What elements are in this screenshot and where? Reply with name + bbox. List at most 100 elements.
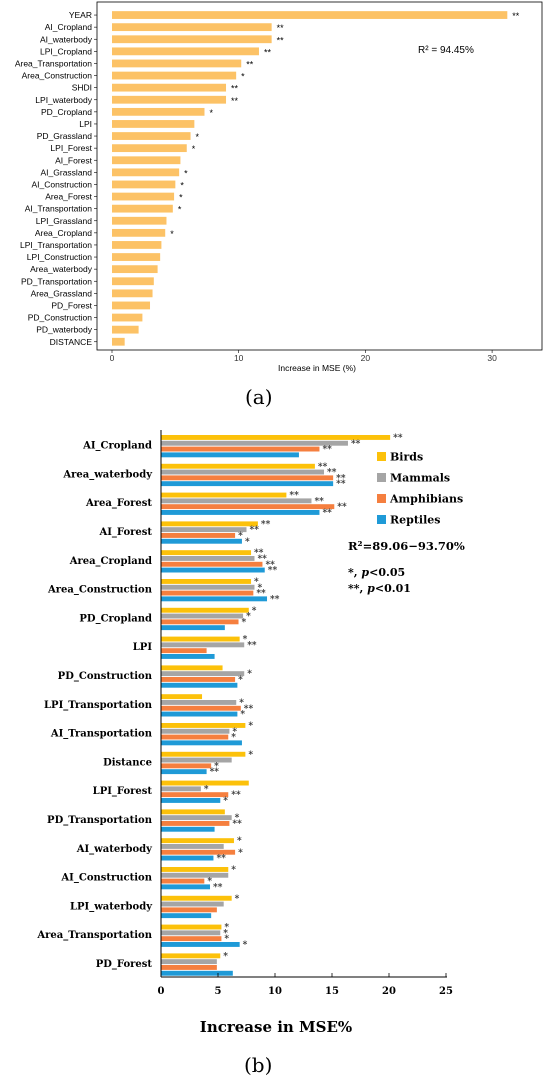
bar-b-lpi-waterbody-mammals (161, 901, 224, 907)
bar-a-lpi-forest (112, 144, 187, 153)
significance-mark-b-area-cropland-mammals: ** (257, 555, 267, 565)
significance-mark-a-pd-cropland: * (209, 108, 213, 118)
bar-b-area-construction-mammals (161, 584, 255, 590)
bar-b-ai-waterbody-mammals (161, 844, 224, 849)
category-label-b-distance: Distance (103, 757, 152, 768)
bar-b-ai-waterbody-amphibians (161, 849, 236, 855)
x-tick-label-a-20: 20 (361, 353, 371, 363)
significance-mark-b-area-cropland-birds: ** (254, 549, 264, 559)
category-label-b-lpi-forest: LPI_Forest (93, 786, 153, 797)
significance-mark-b-area-forest-amphibians: ** (337, 503, 347, 513)
category-label-a-lpi: LPI (79, 119, 92, 129)
bar-b-area-transportation-reptiles (161, 942, 240, 947)
legend-swatch-birds (377, 452, 386, 461)
significance-mark-a-area-construction: * (241, 72, 245, 82)
x-tick-label-a-30: 30 (487, 353, 497, 363)
bar-b-pd-transportation-amphibians (161, 821, 230, 826)
bar-b-area-forest-mammals (161, 498, 312, 504)
bar-b-pd-construction-birds (161, 665, 223, 671)
category-label-a-pd-cropland: PD_Cropland (41, 107, 92, 117)
significance-mark-b-area-transportation-mammals: * (223, 929, 228, 939)
chart-b-axis (160, 430, 447, 978)
chart-b-x-ticks: 0 5 10 15 20 25 (158, 986, 453, 997)
bar-b-distance-amphibians (161, 763, 212, 769)
category-label-a-lpi-waterbody: LPI_waterbody (35, 95, 92, 105)
bar-b-lpi-transportation-amphibians (161, 705, 241, 711)
legend-label-amphibians: Amphibians (389, 493, 463, 506)
category-label-a-area-transportation: Area_Transportation (15, 58, 92, 68)
panel-label-a: (a) (245, 385, 273, 409)
category-label-b-ai-forest: AI_Forest (98, 527, 152, 538)
category-label-b-pd-construction: PD_Construction (58, 671, 153, 682)
category-label-b-area-transportation: Area_Transportation (36, 930, 152, 941)
bar-a-lpi-waterbody (112, 95, 227, 104)
bar-b-area-cropland-amphibians (161, 561, 263, 567)
significance-mark-b-ai-waterbody-reptiles: ** (216, 854, 226, 864)
legend-label-mammals: Mammals (390, 472, 450, 485)
bar-b-pd-cropland-mammals (161, 613, 244, 619)
category-label-a-lpi-grassland: LPI_Grassland (36, 216, 92, 226)
significance-mark-b-pd-cropland-amphibians: * (242, 618, 247, 628)
category-label-b-area-waterbody: Area_waterbody (62, 469, 153, 480)
bar-b-lpi-transportation-birds (161, 694, 203, 700)
significance-mark-b-pd-construction-amphibians: * (238, 676, 243, 686)
bar-b-pd-cropland-birds (161, 607, 249, 613)
bar-b-ai-waterbody-reptiles (161, 855, 214, 861)
category-label-b-area-construction: Area_Construction (47, 585, 153, 596)
significance-mark-b-area-forest-birds: ** (289, 491, 299, 501)
bar-b-pd-transportation-mammals (161, 815, 232, 821)
significance-mark-b-area-forest-reptiles: ** (322, 509, 332, 519)
category-label-a-ai-forest: AI_Forest (55, 155, 92, 165)
chart-b-significance-marks: ****************************************… (204, 434, 403, 962)
significance-mark-a-ai-construction: * (180, 180, 184, 190)
bar-a-ai-forest (112, 156, 181, 165)
chart-a-significance-marks: *********************** (170, 11, 520, 239)
bar-b-pd-construction-amphibians (161, 677, 236, 682)
significance-mark-b-distance-amphibians: * (214, 762, 219, 772)
category-label-b-lpi: LPI (133, 642, 153, 653)
bar-b-pd-transportation-reptiles (161, 826, 215, 832)
bar-a-area-construction (112, 71, 237, 80)
significance-mark-b-ai-transportation-amphibians: * (231, 733, 236, 743)
bar-b-distance-reptiles (161, 769, 207, 775)
chart-a-category-labels: YEAR AI_Cropland AI_waterbody LPI_Cropland A… (15, 10, 93, 347)
bar-b-pd-transportation-birds (161, 809, 225, 815)
x-tick-label-a-10: 10 (234, 353, 244, 363)
bar-a-pd-grassland (112, 132, 191, 140)
bar-a-ai-cropland (112, 23, 272, 32)
category-label-a-pd-forest: PD_Forest (51, 300, 92, 310)
significance-mark-b-ai-construction-reptiles: ** (213, 883, 223, 893)
chart-a-frame (94, 1, 543, 353)
category-label-a-ai-construction: AI_Construction (32, 179, 93, 189)
x-tick-label-b-20: 20 (382, 986, 396, 997)
bar-b-pd-construction-reptiles (161, 682, 238, 688)
significance-mark-a-ai-transportation: * (178, 205, 182, 215)
legend-swatch-reptiles (377, 515, 386, 524)
category-label-a-pd-waterbody: PD_waterbody (36, 325, 93, 335)
significance-mark-b-area-construction-birds: * (254, 578, 259, 588)
significance-mark-b-area-construction-reptiles: ** (270, 595, 280, 605)
significance-mark-b-ai-forest-mammals: ** (250, 526, 260, 536)
category-label-a-pd-grassland: PD_Grassland (37, 131, 93, 141)
bar-b-pd-construction-mammals (161, 671, 245, 677)
bar-b-ai-transportation-birds (161, 723, 246, 728)
significance-mark-b-area-construction-amphibians: ** (256, 589, 266, 599)
category-label-a-area-construction: Area_Construction (22, 71, 93, 81)
category-label-b-area-cropland: Area_Cropland (69, 556, 152, 567)
bar-b-area-cropland-reptiles (161, 567, 265, 573)
significance-mark-b-pd-cropland-mammals: * (246, 612, 251, 622)
bar-b-area-construction-birds (161, 579, 252, 584)
significance-mark-b-ai-forest-amphibians: * (238, 532, 243, 542)
bar-a-lpi-cropland (112, 47, 259, 56)
legend-label-birds: Birds (390, 451, 423, 464)
significance-mark-b-lpi-transportation-amphibians: ** (244, 704, 254, 714)
bar-b-area-transportation-amphibians (161, 936, 222, 942)
chart-b-r2-annotation: R²=89.06−93.70% (348, 539, 465, 553)
significance-mark-b-ai-cropland-amphibians: ** (322, 445, 332, 455)
bar-b-pd-forest-reptiles (161, 970, 233, 976)
bar-b-ai-waterbody-birds (161, 838, 234, 844)
category-label-b-pd-transportation: PD_Transportation (47, 815, 153, 826)
category-label-b-area-forest: Area_Forest (85, 498, 152, 509)
significance-mark-b-ai-waterbody-birds: * (237, 837, 242, 847)
chart-a-x-axis-label: Increase in MSE (%) (278, 363, 356, 373)
